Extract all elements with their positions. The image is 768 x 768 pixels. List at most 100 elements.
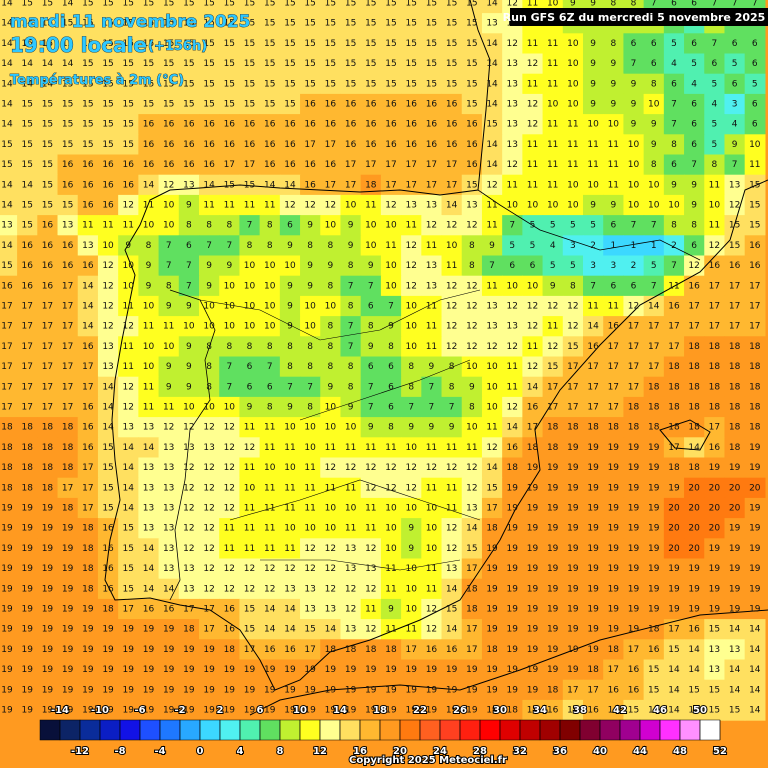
temperature-cell xyxy=(481,457,503,479)
temperature-value: 19 xyxy=(547,544,559,554)
temperature-value: 16 xyxy=(608,685,620,695)
temperature-cell xyxy=(138,477,160,499)
temperature-value: 16 xyxy=(102,524,114,534)
temperature-cell xyxy=(239,134,261,156)
temperature-value: 18 xyxy=(668,423,680,433)
temperature-cell xyxy=(421,679,443,701)
temperature-value: 19 xyxy=(102,645,114,655)
temperature-value: 16 xyxy=(426,120,438,130)
temperature-cell xyxy=(421,134,443,156)
temperature-cell xyxy=(340,134,362,156)
temperature-cell xyxy=(380,316,402,337)
temperature-value: 19 xyxy=(143,645,155,655)
temperature-cell xyxy=(17,154,38,176)
temperature-value: 14 xyxy=(446,201,458,211)
temperature-value: 19 xyxy=(183,645,195,655)
temperature-value: 15 xyxy=(244,59,255,69)
temperature-value: 18 xyxy=(385,645,397,655)
temperature-value: 5 xyxy=(732,59,738,69)
temperature-cell xyxy=(502,33,523,55)
temperature-value: 12 xyxy=(527,322,538,332)
temperature-cell xyxy=(158,93,180,115)
temperature-value: 19 xyxy=(284,665,296,675)
temperature-cell xyxy=(744,356,766,378)
temperature-value: 17 xyxy=(244,160,255,170)
temperature-cell xyxy=(219,13,241,34)
temperature-value: 19 xyxy=(102,685,114,695)
temperature-cell xyxy=(300,13,321,34)
temperature-cell xyxy=(481,13,503,34)
temperature-value: 14 xyxy=(749,665,761,675)
temperature-cell xyxy=(562,114,584,135)
temperature-cell xyxy=(97,33,119,55)
temperature-value: 8 xyxy=(247,241,253,251)
temperature-cell xyxy=(421,336,443,358)
temperature-cell xyxy=(542,639,564,661)
temperature-cell xyxy=(138,154,160,176)
temperature-value: 11 xyxy=(284,483,295,493)
temperature-value: 16 xyxy=(102,180,114,190)
temperature-value: 6 xyxy=(752,39,758,49)
temperature-cell xyxy=(17,316,38,337)
temperature-value: 15 xyxy=(466,0,477,9)
temperature-cell xyxy=(279,538,301,560)
temperature-value: 13 xyxy=(143,423,154,433)
temperature-cell xyxy=(17,558,38,580)
temperature-value: 16 xyxy=(62,180,74,190)
temperature-value: 8 xyxy=(691,221,697,231)
temperature-cell xyxy=(603,53,625,75)
temperature-value: 6 xyxy=(530,261,536,271)
temperature-value: 17 xyxy=(123,605,134,615)
temperature-value: 17 xyxy=(648,322,659,332)
temperature-value: 19 xyxy=(123,625,135,635)
temperature-value: 12 xyxy=(426,463,437,473)
temperature-value: 12 xyxy=(466,281,477,291)
temperature-value: 7 xyxy=(247,221,253,231)
temperature-cell xyxy=(199,0,220,14)
temperature-cell xyxy=(502,497,523,519)
temperature-cell xyxy=(199,356,220,378)
temperature-cell xyxy=(744,417,766,438)
temperature-cell xyxy=(360,457,382,479)
temperature-value: 20 xyxy=(749,483,761,493)
temperature-cell xyxy=(340,376,362,398)
temperature-cell xyxy=(744,235,766,257)
temperature-value: 18 xyxy=(82,524,94,534)
temperature-cell xyxy=(300,558,321,580)
temperature-value: 18 xyxy=(567,423,579,433)
temperature-cell xyxy=(0,538,18,560)
temperature-cell xyxy=(663,316,685,337)
temperature-value: 11 xyxy=(264,544,275,554)
temperature-cell xyxy=(522,295,544,317)
temperature-value: 17 xyxy=(42,342,53,352)
temperature-value: 12 xyxy=(446,221,457,231)
temperature-value: 15 xyxy=(102,79,113,89)
temperature-value: 8 xyxy=(671,140,677,150)
temperature-value: 11 xyxy=(264,483,275,493)
temperature-value: 9 xyxy=(146,281,152,291)
temperature-value: 19 xyxy=(466,665,478,675)
temperature-cell xyxy=(522,659,544,681)
temperature-cell xyxy=(603,134,625,156)
temperature-cell xyxy=(138,73,160,95)
temperature-value: 16 xyxy=(749,261,761,271)
temperature-cell xyxy=(583,659,604,681)
temperature-value: 13 xyxy=(709,665,720,675)
temperature-cell xyxy=(178,659,200,681)
temperature-cell xyxy=(138,518,160,539)
temperature-value: 18 xyxy=(648,423,660,433)
temperature-value: 13 xyxy=(102,362,113,372)
temperature-cell xyxy=(17,174,38,196)
temperature-value: 19 xyxy=(21,645,33,655)
legend-label: 48 xyxy=(673,746,687,757)
temperature-cell xyxy=(502,275,523,297)
temperature-value: 18 xyxy=(709,403,721,413)
temperature-value: 13 xyxy=(183,180,194,190)
temperature-value: 14 xyxy=(21,19,33,29)
temperature-cell xyxy=(340,336,362,358)
temperature-value: 15 xyxy=(102,39,113,49)
temperature-value: 7 xyxy=(206,241,212,251)
temperature-cell xyxy=(178,174,200,196)
temperature-cell xyxy=(603,457,625,479)
temperature-value: 2 xyxy=(631,261,637,271)
